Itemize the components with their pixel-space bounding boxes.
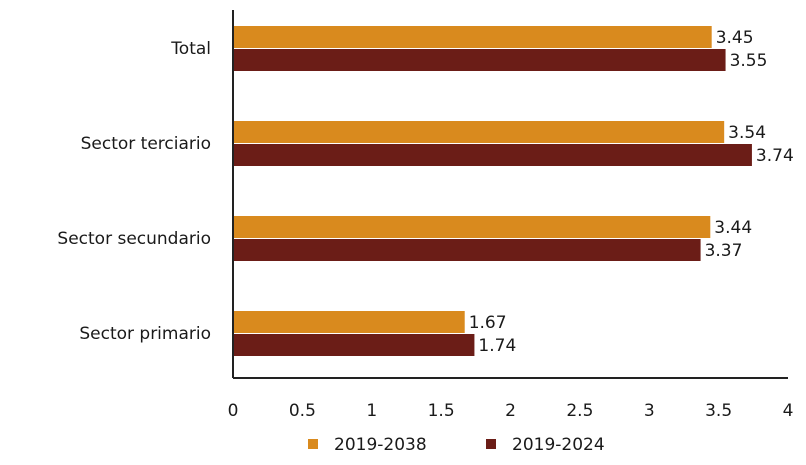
bar-series2-3: [233, 334, 475, 356]
legend-label-1: 2019-2038: [334, 435, 427, 455]
x-tick-label-6: 3: [644, 401, 655, 421]
category-label-3: Sector primario: [79, 324, 211, 344]
x-tick-label-3: 1.5: [428, 401, 455, 421]
bar-series2-0: [233, 49, 726, 71]
value-label-series2-3: 1.74: [478, 336, 516, 356]
value-labels-layer: 3.45 3.55 3.54 3.74 3.44 3.37 1.67 1.74: [469, 28, 794, 356]
value-label-series1-0: 3.45: [716, 28, 754, 48]
category-labels-layer: Total Sector terciario Sector secundario Se…: [57, 39, 211, 344]
bars-layer: [233, 26, 752, 356]
value-label-series1-3: 1.67: [469, 313, 507, 333]
x-tick-label-7: 3.5: [705, 401, 732, 421]
legend-swatch-1: [308, 439, 318, 449]
legend-swatch-2: [486, 439, 496, 449]
bar-series1-1: [233, 121, 725, 143]
x-tick-label-4: 2: [505, 401, 516, 421]
bar-series2-1: [233, 144, 752, 166]
legend-label-2: 2019-2024: [512, 435, 605, 455]
value-label-series1-1: 3.54: [728, 123, 766, 143]
x-tick-label-5: 2.5: [566, 401, 593, 421]
value-label-series2-1: 3.74: [756, 146, 794, 166]
category-label-1: Sector terciario: [81, 134, 211, 154]
category-label-2: Sector secundario: [57, 229, 211, 249]
x-tick-label-1: 0.5: [289, 401, 316, 421]
legend: 2019-2038 2019-2024: [308, 435, 605, 455]
x-tick-labels-layer: 0 0.5 1 1.5 2 2.5 3 3.5 4: [228, 401, 794, 421]
x-tick-label-8: 4: [783, 401, 794, 421]
x-tick-label-0: 0: [228, 401, 239, 421]
bar-series1-2: [233, 216, 711, 238]
bar-series1-0: [233, 26, 712, 48]
category-label-0: Total: [170, 39, 211, 59]
value-label-series2-2: 3.37: [705, 241, 743, 261]
x-tick-label-2: 1: [366, 401, 377, 421]
value-label-series1-2: 3.44: [714, 218, 752, 238]
bar-series1-3: [233, 311, 465, 333]
value-label-series2-0: 3.55: [730, 51, 768, 71]
bar-series2-2: [233, 239, 701, 261]
